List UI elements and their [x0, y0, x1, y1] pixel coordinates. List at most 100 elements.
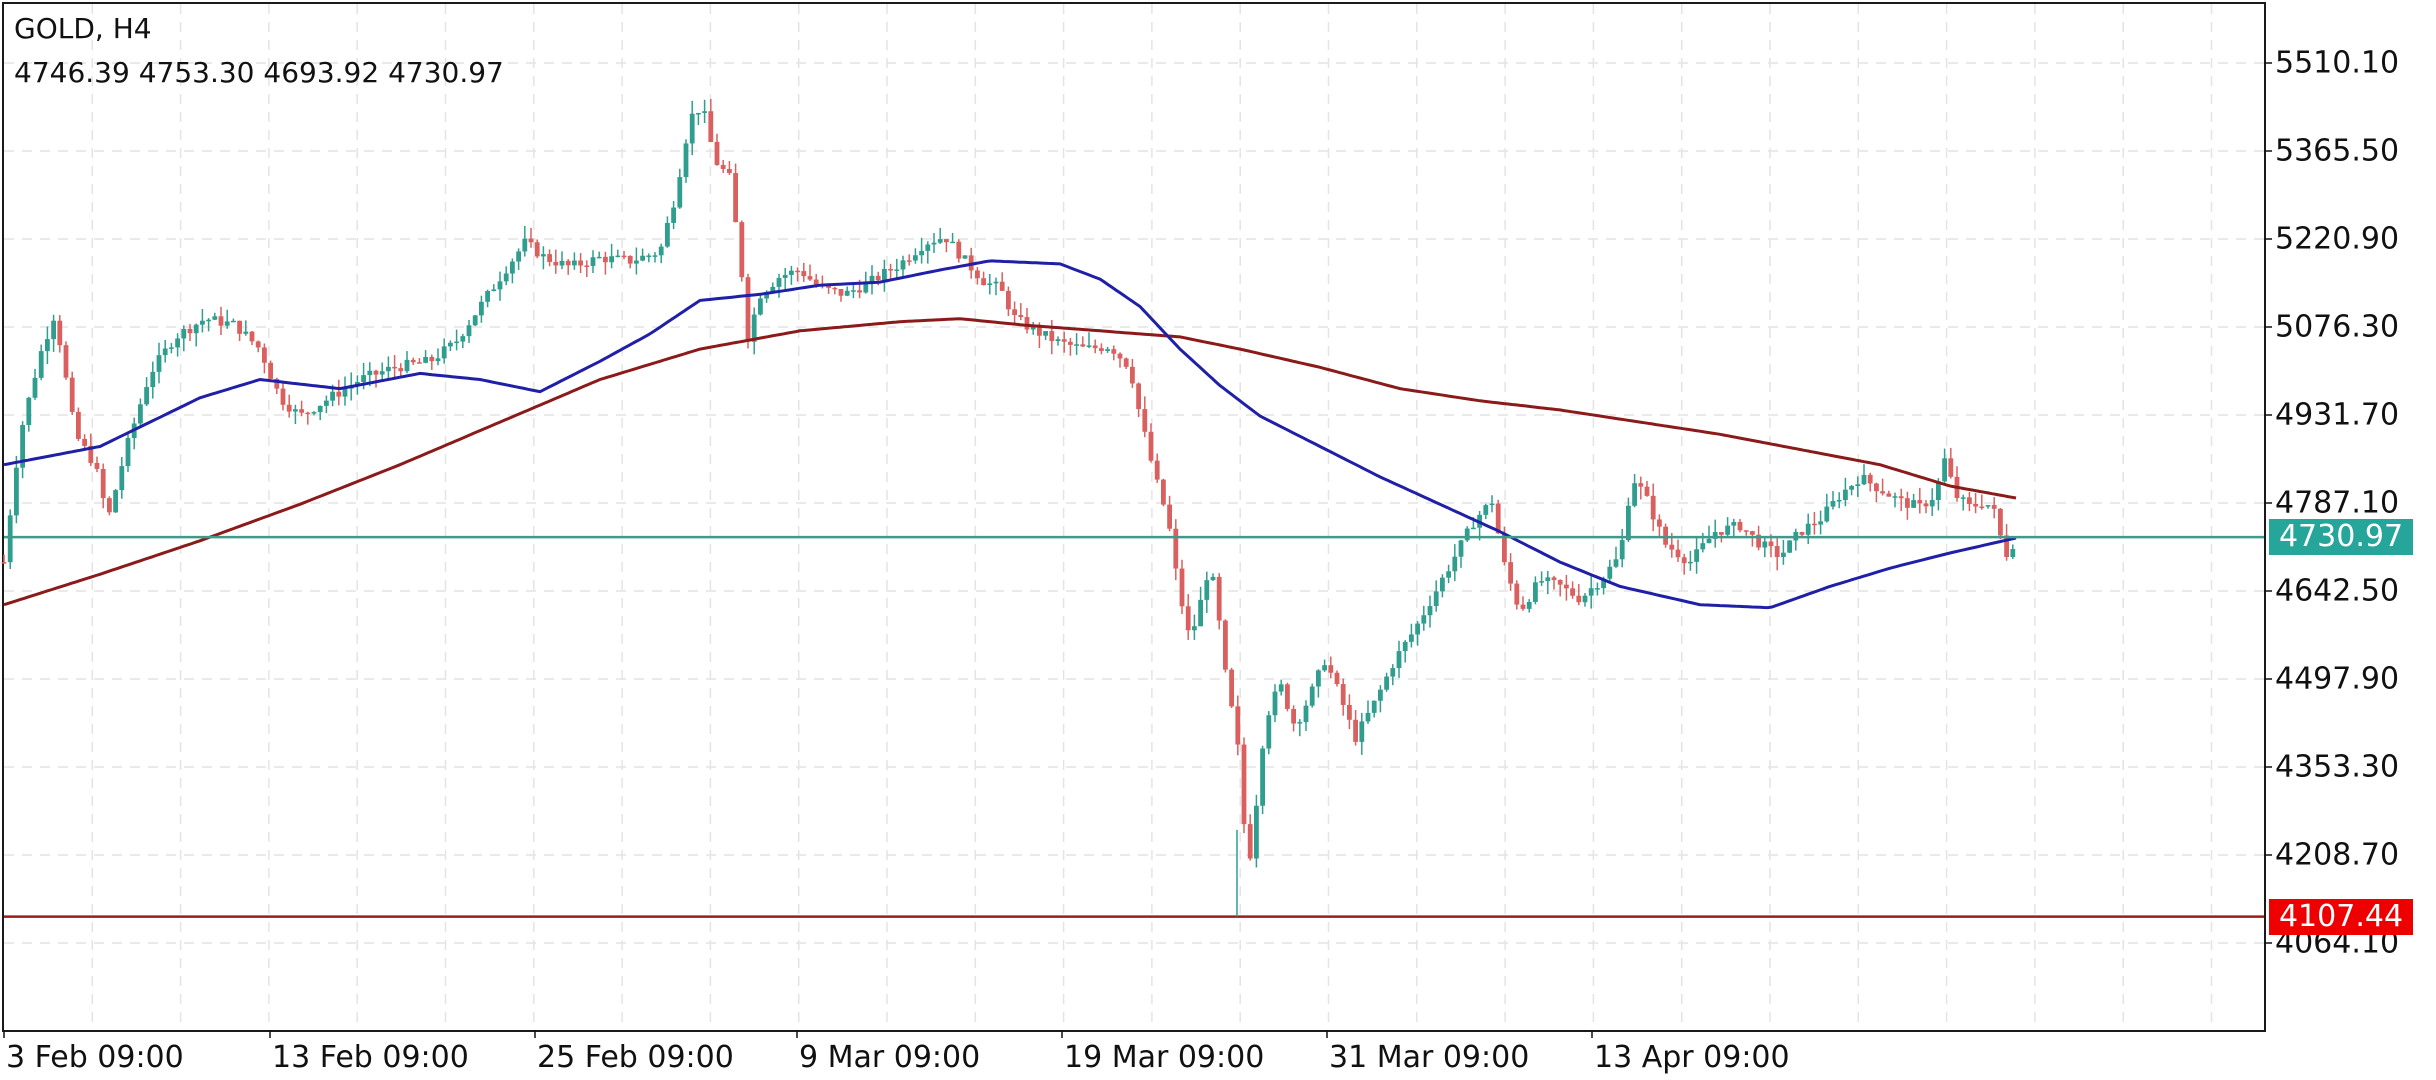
- candle-body: [689, 113, 695, 144]
- candle-body: [975, 270, 980, 279]
- candle-body: [1936, 481, 1941, 501]
- candle-body: [1216, 576, 1222, 621]
- candle-body: [255, 341, 261, 348]
- candle-body: [677, 177, 683, 208]
- candle-body: [231, 320, 236, 323]
- candle-body: [503, 273, 509, 282]
- candle-body: [751, 314, 757, 342]
- candle-body: [1520, 604, 1526, 609]
- candle-body: [497, 281, 503, 290]
- candle-body: [156, 355, 162, 372]
- candle-body: [1557, 580, 1563, 585]
- candle-body: [584, 265, 590, 268]
- candle-body: [1136, 383, 1141, 410]
- candle-body: [1712, 532, 1718, 539]
- candle-body: [1068, 341, 1073, 345]
- candle-body: [1948, 458, 1954, 477]
- candle-body: [714, 141, 720, 165]
- candle-body: [565, 260, 571, 266]
- candle-body: [683, 143, 689, 178]
- candle-body: [1061, 339, 1067, 342]
- candle-body: [423, 356, 428, 363]
- candle-body: [807, 276, 813, 280]
- candle-body: [1179, 568, 1185, 607]
- candle-body: [317, 405, 323, 413]
- candle-body: [1874, 483, 1879, 492]
- price-axis-label: 4208.70: [2275, 837, 2400, 873]
- candle-body: [1892, 496, 1898, 498]
- candle-body: [224, 321, 230, 326]
- candle-body: [1650, 495, 1656, 520]
- candle-body: [1266, 715, 1272, 749]
- candle-body: [1564, 584, 1569, 589]
- candle-body: [169, 347, 174, 349]
- candle-body: [795, 270, 800, 273]
- candle-body: [1998, 508, 2003, 536]
- candle-body: [460, 336, 466, 342]
- candle-body: [1768, 541, 1774, 547]
- candle-body: [634, 260, 639, 264]
- candle-body: [1154, 460, 1160, 480]
- candle-body: [1043, 331, 1048, 336]
- candle-body: [441, 346, 447, 359]
- candle-body: [373, 370, 379, 375]
- candle-body: [1030, 326, 1036, 330]
- candle-body: [1006, 290, 1011, 310]
- chart-plot-area[interactable]: [2, 2, 2266, 1032]
- bid-price-tag: 4730.97: [2269, 519, 2413, 556]
- candle-body: [144, 387, 149, 405]
- candle-body: [944, 239, 949, 243]
- candle-body: [218, 316, 224, 326]
- candle-body: [1452, 556, 1458, 572]
- candle-body: [547, 254, 552, 262]
- candle-body: [63, 345, 69, 378]
- candle-body: [1099, 348, 1104, 351]
- candle-body: [541, 254, 546, 257]
- candle-body: [1781, 552, 1786, 558]
- candle-body: [1464, 528, 1470, 541]
- candle-body: [125, 438, 131, 467]
- candle-body: [987, 283, 993, 286]
- candle-body: [671, 207, 676, 223]
- candle-body: [1582, 595, 1588, 603]
- candle-body: [57, 320, 63, 346]
- candle-body: [1960, 497, 1966, 499]
- candle-body: [20, 424, 25, 468]
- candle-body: [993, 281, 999, 284]
- candle-body: [1458, 540, 1464, 557]
- candle-body: [181, 328, 187, 339]
- candle-body: [193, 324, 199, 334]
- candle-body: [1278, 684, 1284, 692]
- price-axis-label: 4931.70: [2275, 397, 2400, 433]
- candle-body: [1260, 748, 1265, 806]
- candle-body: [1855, 484, 1861, 487]
- candle-body: [243, 331, 249, 334]
- candle-body: [305, 412, 311, 415]
- candle-body: [1836, 499, 1842, 502]
- candle-body: [758, 298, 763, 315]
- candle-body: [187, 328, 193, 334]
- candle-body: [1595, 588, 1600, 590]
- candle-body: [1613, 559, 1619, 567]
- candle-body: [367, 370, 373, 376]
- candle-body: [1024, 317, 1030, 330]
- candle-body: [931, 242, 937, 245]
- candle-body: [1588, 588, 1594, 596]
- candle-body: [1130, 366, 1135, 384]
- candle-body: [1353, 719, 1358, 742]
- candle-body: [844, 290, 850, 296]
- candle-body: [1285, 684, 1290, 709]
- candle-body: [392, 366, 397, 369]
- candle-body: [286, 404, 292, 412]
- candle-body: [1725, 525, 1730, 535]
- candle-body: [962, 255, 968, 259]
- candle-body: [1074, 344, 1079, 346]
- candle-body: [578, 260, 583, 266]
- time-axis-label: 25 Feb 09:00: [537, 1040, 734, 1075]
- candle-body: [1967, 497, 1972, 504]
- candle-body: [466, 325, 472, 337]
- price-axis-label: 5220.90: [2275, 221, 2400, 257]
- candle-body: [1830, 501, 1836, 507]
- candle-body: [212, 316, 218, 320]
